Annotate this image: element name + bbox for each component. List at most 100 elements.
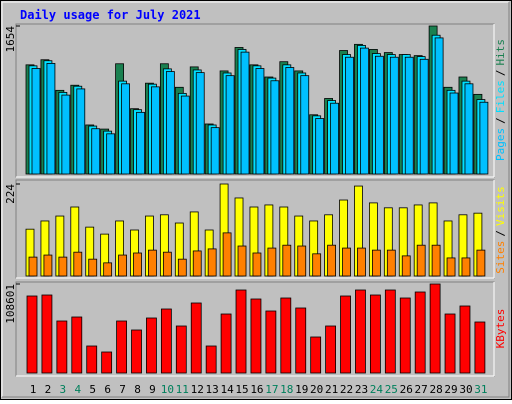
bar [46,63,56,175]
bar [270,80,280,175]
legend-separator: / [494,117,507,124]
bar [330,102,340,175]
bar [250,298,262,374]
legend: Sites / Visits [494,186,507,274]
x-tick-label: 3 [60,383,67,396]
x-tick-label: 4 [74,383,81,396]
bar [404,56,414,175]
x-tick-label: 20 [310,383,323,396]
legend-entry: Hits [494,39,507,66]
bar [325,325,337,374]
bar [267,247,277,277]
x-tick-label: 22 [340,383,353,396]
x-tick-label: 26 [400,383,413,396]
bar [297,245,307,277]
bar [28,256,38,277]
bar [43,254,53,277]
bar [177,258,187,277]
bar [165,71,175,175]
bar [116,320,127,374]
legend-separator: / [494,230,507,237]
legend-separator: / [494,70,507,77]
x-tick-label: 6 [104,383,111,396]
bar [312,253,322,277]
legend: KBytes [494,309,507,349]
bar [190,302,202,374]
bar [207,248,217,277]
x-tick-label: 16 [250,383,263,396]
bar [282,244,292,277]
legend-entry: Pages [494,128,507,161]
bar [300,75,310,175]
bar [136,111,145,175]
bar [464,83,474,175]
bar [240,51,250,175]
bar [449,92,459,175]
x-tick-label: 1 [30,383,37,396]
bar [88,258,98,277]
x-tick-label: 29 [444,383,457,396]
bar [210,127,220,175]
bar [56,320,68,374]
bar [195,72,205,175]
x-tick-label: 25 [385,383,398,396]
x-tick-label: 13 [206,383,219,396]
y-tick-label: 108601 [4,284,17,324]
bar [61,94,71,175]
bar [431,244,441,277]
bar [474,321,486,374]
bar [416,244,426,277]
bar [31,68,41,175]
bar [148,249,157,277]
x-tick-label: 2 [45,383,52,396]
bar [476,249,486,277]
bar [26,295,38,374]
bar [419,58,429,175]
bar [384,289,396,374]
bar [146,317,157,374]
x-tick-label: 14 [220,383,234,396]
bar [461,257,471,277]
bar [386,249,396,277]
bar [220,313,232,374]
bar [327,244,337,277]
bar [444,313,456,374]
bar [121,83,130,175]
bevel [2,2,510,398]
bar [446,257,456,277]
bar [151,86,160,175]
x-tick-label: 18 [280,383,293,396]
bar [255,68,265,175]
legend-entry: Visits [494,186,507,226]
x-tick-label: 28 [429,383,442,396]
bar [237,245,247,277]
bar [103,262,113,277]
bar [360,47,369,175]
bar [479,101,489,175]
bar [414,291,426,374]
x-tick-label: 15 [235,383,248,396]
bar [41,294,53,374]
bar [180,95,190,175]
bar [222,232,232,277]
bar [265,310,277,374]
bar [71,316,83,374]
bar [205,345,217,374]
bar [399,297,411,374]
bar [357,247,366,277]
bar [131,329,142,374]
bar [389,56,399,175]
bar [235,289,247,374]
x-tick-label: 12 [191,383,204,396]
bar [133,252,142,277]
legend: Pages / Files / Hits [494,39,507,161]
x-tick-label: 21 [325,383,338,396]
x-tick-label: 10 [161,383,174,396]
bar [106,133,116,175]
bar [73,251,83,277]
bar [371,249,381,277]
bar [310,336,322,374]
bar [86,345,98,374]
bar [429,283,441,374]
